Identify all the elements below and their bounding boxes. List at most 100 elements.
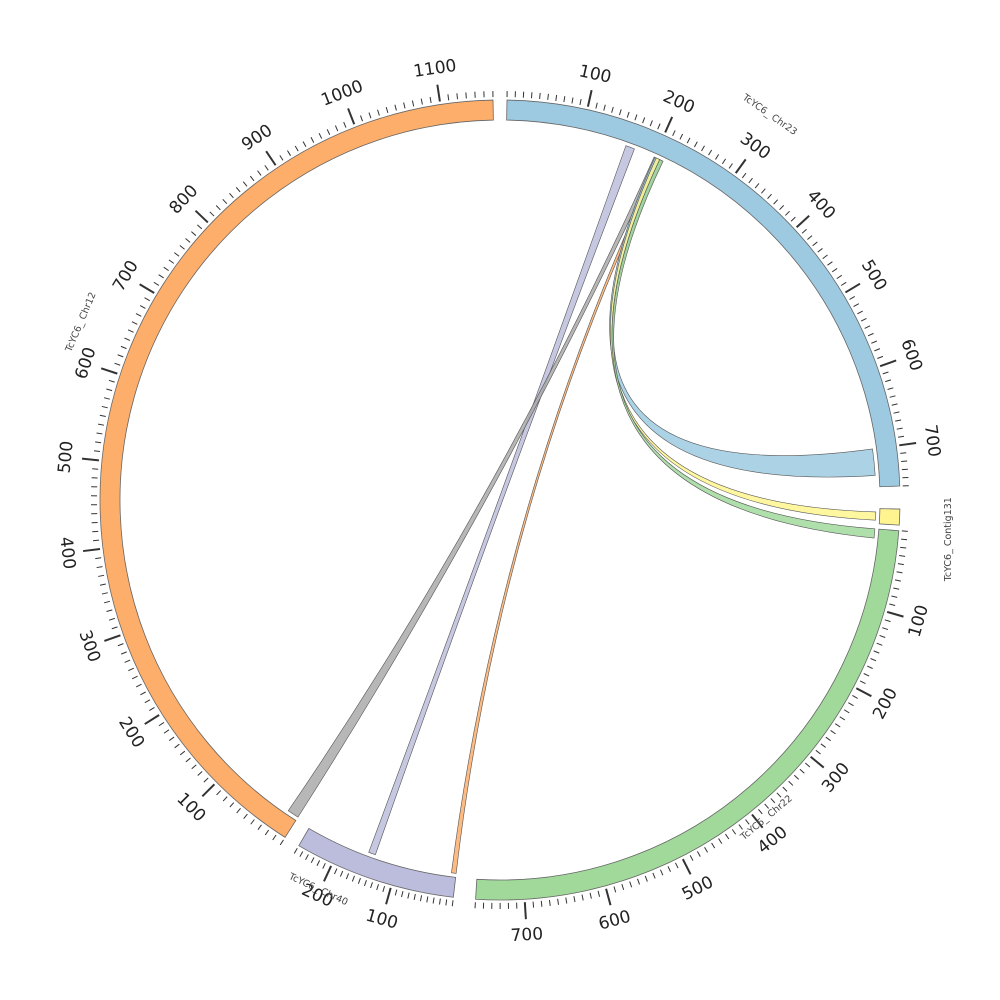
major-tick [144, 714, 160, 725]
minor-tick [689, 855, 694, 861]
minor-tick [447, 94, 450, 101]
minor-tick [316, 860, 321, 866]
link-ribbons [287, 145, 877, 874]
major-tick [139, 283, 155, 294]
minor-tick [581, 894, 584, 901]
minor-tick [745, 819, 750, 825]
minor-tick [185, 757, 191, 763]
minor-tick [360, 115, 364, 122]
minor-tick [871, 340, 878, 344]
minor-tick [895, 419, 902, 422]
major-tick [605, 888, 612, 906]
minor-tick [128, 667, 134, 672]
minor-tick [790, 216, 796, 222]
tick-label-chr23-100: 100 [577, 61, 613, 88]
tick-label-chr22-500: 500 [679, 872, 717, 905]
tick-label-chr12-400: 400 [55, 536, 79, 571]
minor-tick [827, 261, 833, 266]
minor-tick [831, 268, 838, 273]
minor-tick [229, 192, 234, 199]
minor-tick [626, 111, 630, 118]
minor-tick [191, 764, 197, 770]
minor-tick [715, 154, 720, 160]
minor-tick [432, 897, 435, 904]
minor-tick [370, 882, 373, 889]
minor-tick [465, 92, 467, 99]
minor-tick [539, 92, 541, 100]
major-tick [886, 610, 904, 618]
minor-tick [603, 104, 606, 111]
tick-label-chr12-900: 900 [238, 121, 276, 156]
major-tick [586, 89, 593, 107]
minor-tick [257, 824, 262, 830]
minor-tick [893, 411, 900, 414]
minor-tick [830, 730, 836, 735]
tick-label-chr12-1100: 1100 [412, 56, 458, 82]
minor-tick [660, 869, 664, 876]
minor-tick [117, 354, 124, 358]
minor-tick [445, 899, 448, 906]
minor-tick [351, 875, 355, 882]
minor-tick [419, 895, 423, 902]
minor-tick [649, 120, 653, 127]
minor-tick [98, 423, 105, 426]
minor-tick [782, 786, 788, 792]
minor-tick [235, 187, 241, 193]
minor-tick [243, 813, 248, 819]
minor-tick [426, 896, 429, 903]
minor-tick [901, 538, 908, 541]
major-tick [523, 902, 527, 920]
minor-tick [153, 281, 160, 286]
minor-tick [326, 129, 331, 135]
minor-tick [799, 768, 805, 774]
minor-tick [127, 329, 134, 333]
minor-tick [174, 252, 180, 257]
minor-tick [839, 716, 846, 721]
minor-tick [548, 899, 551, 906]
minor-tick [394, 104, 397, 111]
minor-tick [825, 736, 831, 742]
tick-label-chr12-700: 700 [109, 257, 143, 295]
minor-tick [785, 210, 790, 216]
minor-tick [885, 379, 892, 383]
minor-tick [382, 885, 386, 893]
segment-name-contig131: TcYC6_ Contig131 [943, 497, 954, 582]
minor-tick [144, 699, 151, 704]
minor-tick [106, 609, 113, 613]
minor-tick [318, 132, 323, 139]
minor-tick [805, 762, 811, 768]
minor-tick [339, 870, 344, 877]
minor-tick [376, 884, 379, 891]
minor-tick [887, 387, 894, 390]
minor-tick [98, 574, 105, 577]
minor-tick [158, 274, 164, 279]
major-tick [751, 813, 764, 829]
minor-tick [807, 235, 813, 240]
minor-tick [305, 854, 309, 861]
major-tick [810, 755, 825, 769]
minor-tick [565, 897, 568, 904]
minor-tick [613, 886, 617, 893]
minor-tick [667, 866, 671, 872]
minor-tick [229, 802, 235, 808]
minor-tick [249, 175, 255, 182]
minor-tick [843, 709, 850, 714]
major-tick [899, 442, 917, 447]
minor-tick [748, 177, 753, 184]
minor-tick [451, 900, 454, 907]
minor-tick [124, 659, 131, 663]
minor-tick [815, 749, 821, 755]
minor-tick [345, 873, 350, 880]
major-tick [100, 367, 118, 375]
minor-tick [95, 557, 102, 560]
minor-tick [863, 673, 870, 677]
minor-tick [579, 99, 582, 106]
segment-chr23 [506, 99, 901, 488]
minor-tick [135, 313, 142, 317]
minor-tick [675, 862, 679, 869]
minor-tick [117, 643, 124, 647]
minor-tick [216, 790, 222, 796]
minor-tick [884, 619, 891, 623]
minor-tick [106, 388, 113, 392]
minor-tick [611, 106, 614, 113]
